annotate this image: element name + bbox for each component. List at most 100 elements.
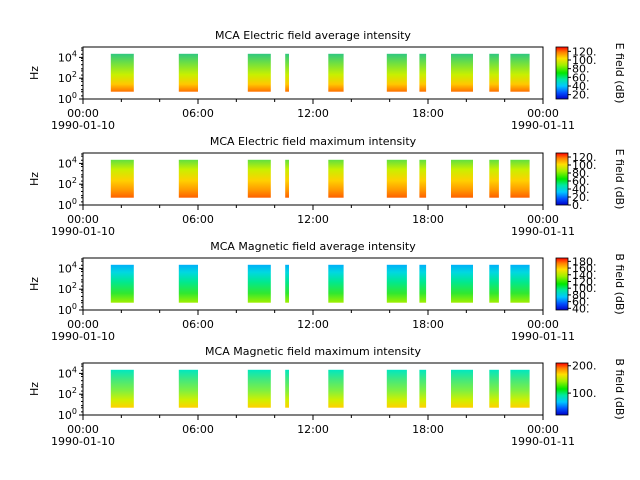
colorbar-label: B field (dB) (613, 358, 626, 419)
x-tick-label: 00:00 (527, 318, 559, 331)
x-tick-label: 18:00 (412, 107, 444, 120)
data-block (285, 369, 289, 408)
colorbar-tick-label: 120. (572, 45, 597, 58)
colorbar-tick-label: 60. (572, 296, 590, 309)
x-tick-label: 12:00 (297, 107, 329, 120)
y-tick-label: 102 (58, 176, 77, 191)
y-axis-label: Hz (28, 382, 41, 396)
data-block (110, 53, 134, 92)
y-axis-label: Hz (28, 66, 41, 80)
colorbar-tick-label: 60. (572, 71, 590, 84)
plot-frame (82, 152, 544, 206)
y-tick-label: 104 (58, 260, 77, 275)
data-block (247, 159, 271, 198)
data-block (451, 369, 473, 408)
x-tick-label: 00:00 (527, 423, 559, 436)
x-tick-label: 06:00 (182, 423, 214, 436)
data-block (386, 159, 407, 198)
x-date-label: 1990-01-11 (511, 119, 575, 132)
colorbar-tick-label: 100. (572, 54, 597, 67)
data-block (386, 369, 407, 408)
colorbar-label: E field (dB) (613, 43, 626, 104)
x-date-label: 1990-01-11 (511, 330, 575, 343)
data-block (419, 53, 427, 92)
y-axis-label: Hz (28, 172, 41, 186)
chart-title: MCA Electric field maximum intensity (210, 135, 417, 148)
colorbar-tick-label: 20. (572, 191, 590, 204)
y-tick-label: 102 (58, 281, 77, 296)
x-tick-label: 00:00 (527, 213, 559, 226)
x-tick-label: 00:00 (67, 213, 99, 226)
data-block (489, 53, 499, 92)
colorbar-tick-label: 140. (572, 269, 597, 282)
data-block (386, 53, 407, 92)
data-block (510, 369, 530, 408)
data-block (247, 264, 271, 303)
colorbar (555, 362, 569, 416)
data-block (489, 369, 499, 408)
x-tick-label: 06:00 (182, 107, 214, 120)
y-tick-label: 100 (58, 91, 77, 106)
plot-frame (82, 46, 544, 100)
y-tick-label: 100 (58, 197, 77, 212)
y-axis-label: Hz (28, 277, 41, 291)
data-block (178, 369, 198, 408)
data-block (110, 369, 134, 408)
x-tick-label: 12:00 (297, 213, 329, 226)
data-block (451, 53, 473, 92)
data-block (328, 159, 344, 198)
x-date-label: 1990-01-10 (51, 225, 115, 238)
x-date-label: 1990-01-10 (51, 330, 115, 343)
x-tick-label: 18:00 (412, 318, 444, 331)
data-block (328, 53, 344, 92)
colorbar-tick-label: 80. (572, 167, 590, 180)
x-tick-label: 12:00 (297, 423, 329, 436)
data-block (110, 264, 134, 303)
chart-title: MCA Magnetic field maximum intensity (205, 345, 421, 358)
colorbar-tick-label: 40. (572, 302, 590, 315)
colorbar-tick-label: 100. (572, 159, 597, 172)
colorbar-tick-label: 100. (572, 387, 597, 400)
colorbar-tick-label: 100. (572, 282, 597, 295)
colorbar (555, 46, 569, 100)
data-block (328, 369, 344, 408)
data-block (178, 53, 198, 92)
chart-panel-4: MCA Magnetic field maximum intensity 100 1… (28, 345, 626, 448)
data-block (247, 53, 271, 92)
colorbar-tick-label: 80. (572, 289, 590, 302)
colorbar-tick-label: 180. (572, 255, 597, 268)
data-block (451, 264, 473, 303)
y-tick-label: 104 (58, 155, 77, 170)
data-block (419, 264, 427, 303)
data-block (110, 159, 134, 198)
data-block (489, 264, 499, 303)
chart-title: MCA Magnetic field average intensity (210, 240, 416, 253)
x-tick-label: 12:00 (297, 318, 329, 331)
data-block (451, 159, 473, 198)
colorbar-label: E field (dB) (613, 149, 626, 210)
x-tick-label: 06:00 (182, 213, 214, 226)
chart-panel-2: MCA Electric field maximum intensity 100 1… (28, 135, 626, 238)
colorbar-tick-label: 200. (572, 360, 597, 373)
data-block (419, 369, 427, 408)
y-tick-label: 100 (58, 407, 77, 422)
colorbar-tick-label: 40. (572, 80, 590, 93)
data-block (386, 264, 407, 303)
x-tick-label: 00:00 (527, 107, 559, 120)
data-block (510, 53, 530, 92)
colorbar-tick-label: 80. (572, 63, 590, 76)
x-date-label: 1990-01-11 (511, 225, 575, 238)
data-block (510, 264, 530, 303)
x-tick-label: 18:00 (412, 423, 444, 436)
x-date-label: 1990-01-10 (51, 119, 115, 132)
chart-panel-3: MCA Magnetic field average intensity 100 1… (28, 240, 626, 343)
data-block (510, 159, 530, 198)
data-block (328, 264, 344, 303)
data-block (178, 159, 198, 198)
data-block (285, 159, 289, 198)
x-tick-label: 00:00 (67, 107, 99, 120)
colorbar-tick-label: 60. (572, 175, 590, 188)
colorbar-tick-label: 120. (572, 151, 597, 164)
x-date-label: 1990-01-11 (511, 435, 575, 448)
